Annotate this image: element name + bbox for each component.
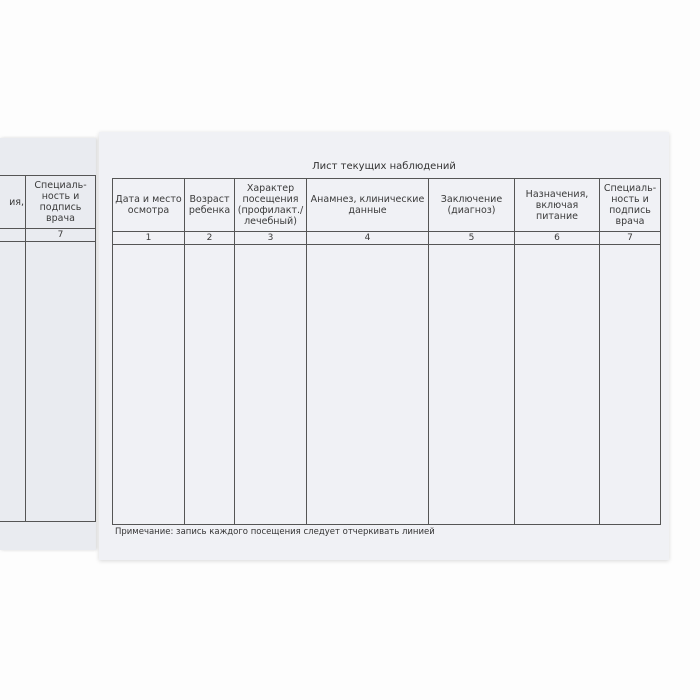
number-cell: 6	[514, 231, 600, 245]
number-cell: 7	[25, 228, 96, 242]
body-cell	[234, 244, 307, 525]
header-cell: Специаль-ность и подпись врача	[25, 175, 96, 229]
header-cell: ия,	[0, 175, 26, 229]
header-prescriptions: Назначения, включая питание	[514, 178, 600, 232]
body-cell	[0, 241, 26, 522]
body-cell	[599, 244, 661, 525]
header-date-place: Дата и место осмотра	[112, 178, 185, 232]
body-cell	[184, 244, 235, 525]
number-cell: 3	[234, 231, 307, 245]
footnote: Примечание: запись каждого посещения сле…	[115, 527, 435, 537]
header-age: Возраст ребенка	[184, 178, 235, 232]
header-visit-type: Характер посещения (профилакт./ лечебный…	[234, 178, 307, 232]
number-cell: 5	[428, 231, 515, 245]
number-cell: 1	[112, 231, 185, 245]
header-anamnesis: Анамнез, клинические данные	[306, 178, 429, 232]
left-page: ия, Специаль-ность и подпись врача 7	[0, 138, 96, 550]
body-cell	[514, 244, 600, 525]
body-cell	[112, 244, 185, 525]
page-title: Лист текущих наблюдений	[312, 161, 456, 172]
body-cell	[306, 244, 429, 525]
right-page: Лист текущих наблюдений Дата и место осм…	[99, 132, 669, 560]
observation-table: Дата и место осмотра Возраст ребенка Хар…	[112, 178, 661, 525]
body-cell	[25, 241, 96, 522]
body-cell	[428, 244, 515, 525]
left-observation-table: ия, Специаль-ность и подпись врача 7	[0, 175, 96, 522]
header-doctor-signature: Специаль-ность и подпись врача	[599, 178, 661, 232]
number-cell: 7	[599, 231, 661, 245]
number-cell: 2	[184, 231, 235, 245]
number-cell: 4	[306, 231, 429, 245]
number-cell	[0, 228, 26, 242]
header-diagnosis: Заключение (диагноз)	[428, 178, 515, 232]
